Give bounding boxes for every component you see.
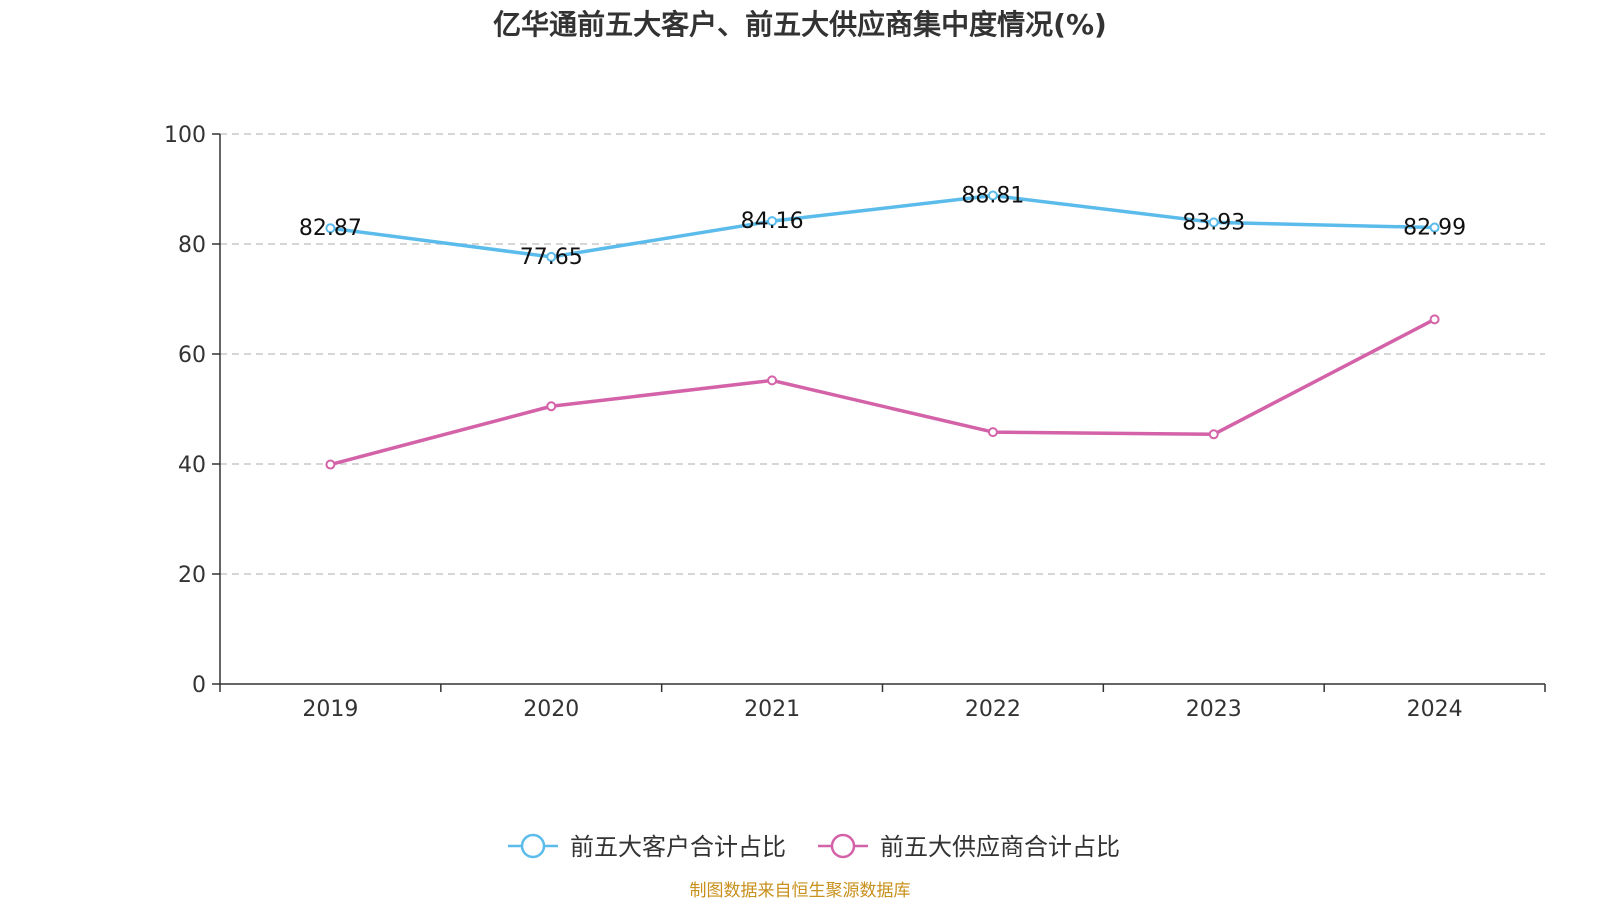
source-note: 制图数据来自恒生聚源数据库 — [690, 881, 911, 900]
x-tick-label: 2023 — [1186, 697, 1242, 722]
data-point — [546, 251, 557, 262]
x-tick-label: 2019 — [302, 697, 358, 722]
data-point — [987, 427, 998, 438]
data-label: 82.99 — [1403, 216, 1466, 241]
y-tick-label: 0 — [192, 673, 206, 698]
data-point — [1429, 222, 1440, 233]
data-point — [325, 459, 336, 470]
legend-marker-0 — [520, 833, 546, 859]
axes: 0 20 40 60 80 100 2019 2020 2021 2022 2023 2024 — [164, 123, 1546, 722]
y-tick-label: 60 — [178, 343, 206, 368]
data-label: 77.65 — [520, 245, 583, 270]
x-tick-label: 2022 — [965, 697, 1021, 722]
y-tick-label: 100 — [164, 123, 206, 148]
data-label: 84.16 — [741, 209, 804, 234]
data-label: 83.93 — [1182, 210, 1245, 235]
legend-label-0: 前五大客户合计占比 — [570, 833, 786, 861]
data-point — [325, 223, 336, 234]
data-point — [1208, 429, 1219, 440]
y-tick-label: 20 — [178, 563, 206, 588]
data-labels: 82.87 77.65 84.16 88.81 83.93 82.99 — [299, 184, 1466, 270]
x-tick-label: 2021 — [744, 697, 800, 722]
y-tick-label: 40 — [178, 453, 206, 478]
data-point — [767, 375, 778, 386]
x-tick-label: 2020 — [523, 697, 579, 722]
y-tick-label: 80 — [178, 233, 206, 258]
data-point — [767, 216, 778, 227]
data-label: 88.81 — [961, 184, 1024, 209]
series-lines — [325, 190, 1440, 470]
data-point — [987, 190, 998, 201]
series-line-1 — [329, 317, 1436, 467]
legend: 前五大客户合计占比 前五大供应商合计占比 — [508, 833, 1120, 861]
data-point — [1429, 314, 1440, 325]
legend-label-1: 前五大供应商合计占比 — [880, 833, 1120, 861]
chart-title: 亿华通前五大客户、前五大供应商集中度情况(%) — [493, 8, 1107, 41]
data-point — [546, 401, 557, 412]
legend-marker-1 — [830, 833, 856, 859]
gridlines — [220, 133, 1545, 575]
data-point — [1208, 217, 1219, 228]
x-tick-label: 2024 — [1407, 697, 1463, 722]
data-label: 82.87 — [299, 216, 362, 241]
series-line-0 — [330, 193, 1435, 259]
